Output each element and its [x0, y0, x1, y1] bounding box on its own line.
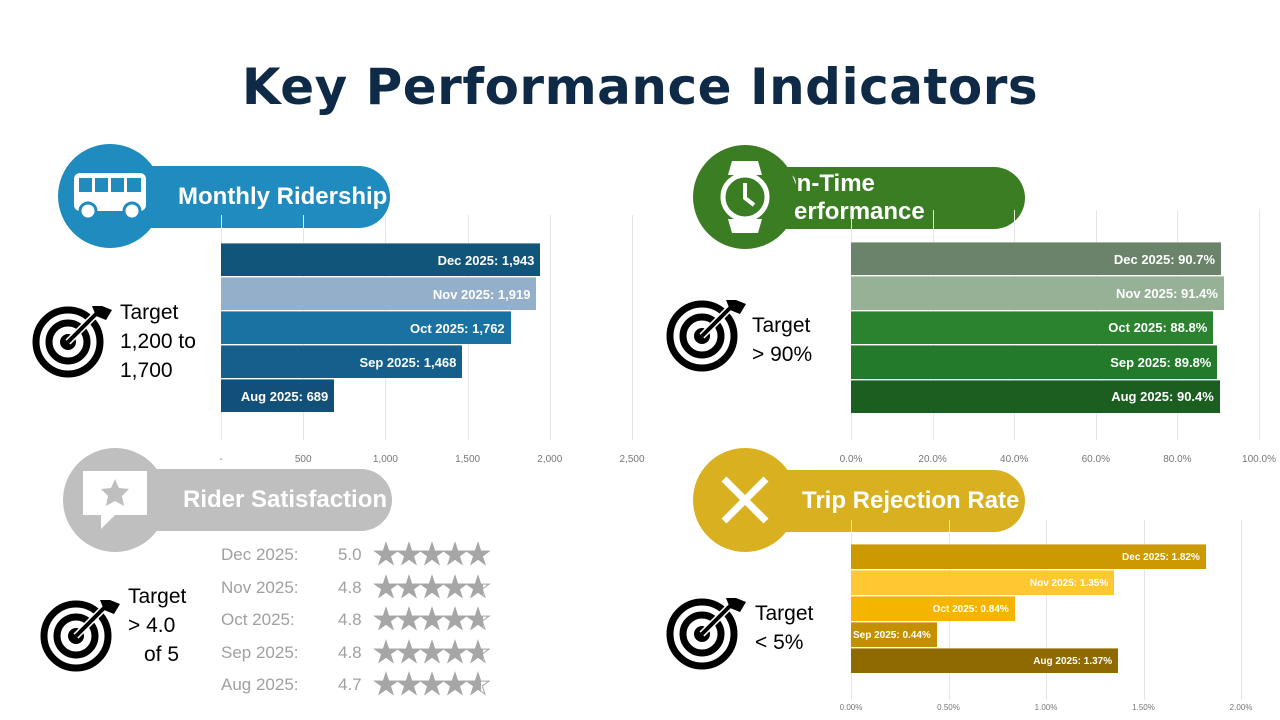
rating-value: 5.0: [338, 545, 362, 564]
x-tick-label: 20.0%: [918, 454, 947, 465]
bar-dec-2025: Dec 2025: 90.7%: [851, 242, 1222, 276]
star-rating-icon: ★★★★★ ★★★★★: [373, 604, 492, 636]
rating-month: Sep 2025:: [221, 642, 299, 662]
bar-aug-2025: Aug 2025: 689: [221, 379, 335, 412]
bar-aug-2025: Aug 2025: 1.37%: [851, 648, 1119, 673]
bar-sep-2025: Sep 2025: 89.8%: [851, 345, 1218, 379]
target-text: > 90%: [752, 343, 813, 366]
bar-oct-2025: Oct 2025: 88.8%: [851, 310, 1214, 345]
x-tick-label: 0.50%: [937, 703, 960, 712]
gridline: [1143, 520, 1145, 700]
rating-row: Nov 2025: 4.8 ★★★★★ ★★★★★: [221, 571, 492, 604]
star-rating-icon: ★★★★★ ★★★★★: [373, 636, 492, 669]
target-text: < 5%: [755, 631, 804, 654]
x-tick-label: 40.0%: [1000, 454, 1029, 465]
target-text: 1,700: [120, 359, 173, 382]
bar-nov-2025: Nov 2025: 1,919: [221, 277, 537, 310]
bar-dec-2025: Dec 2025: 1,943: [221, 243, 541, 276]
star-rating-icon: ★★★★★ ★★★★★: [373, 669, 492, 701]
x-tick-label: 0.0%: [839, 454, 863, 465]
bar-oct-2025: Oct 2025: 0.84%: [851, 596, 1015, 621]
rating-value: 4.8: [338, 577, 362, 597]
x-tick-label: 500: [294, 454, 312, 465]
gridline: [1241, 520, 1242, 700]
bar-sep-2025: Sep 2025: 0.44%: [851, 622, 937, 647]
x-tick-label: 60.0%: [1081, 454, 1110, 465]
rating-row: Sep 2025: 4.8 ★★★★★ ★★★★★: [221, 636, 492, 669]
target-text: Target: [752, 314, 811, 337]
x-tick-label: 2,000: [537, 454, 563, 465]
x-tick-label: 0.00%: [839, 703, 863, 712]
bus-icon: [58, 144, 162, 248]
rating-row: Dec 2025: 5.0 ★★★★★ ★★★★★: [221, 539, 492, 571]
rating-month: Nov 2025:: [221, 577, 299, 597]
rating-value: 4.8: [338, 610, 362, 629]
target-icon: [666, 292, 746, 377]
watch-icon: [693, 145, 797, 249]
x-tick-label: 100.0%: [1242, 454, 1276, 465]
rating-month: Aug 2025:: [221, 675, 299, 694]
x-tick-label: 2,500: [619, 454, 645, 465]
gridline: [1259, 210, 1260, 440]
x-tick-label: 1.50%: [1132, 703, 1155, 712]
page-title: Key Performance Indicators: [241, 58, 1039, 116]
star-rating-icon: ★★★★★ ★★★★★: [373, 571, 492, 604]
x-tick-label: -: [219, 454, 223, 465]
rating-row: Oct 2025: 4.8 ★★★★★ ★★★★★: [221, 604, 492, 636]
rating-month: Oct 2025:: [221, 610, 295, 629]
bar-dec-2025: Dec 2025: 1.82%: [851, 544, 1206, 569]
rating-row: Aug 2025: 4.7 ★★★★★ ★★★★★: [221, 669, 492, 701]
target-text: Target: [120, 301, 179, 324]
target-text: Target: [128, 585, 187, 608]
target-text: > 4.0: [128, 614, 176, 637]
star-rating-icon: ★★★★★ ★★★★★: [373, 539, 492, 571]
rating-value: 4.8: [338, 642, 362, 662]
rating-month: Dec 2025:: [221, 545, 299, 564]
target-text: 1,200 to: [120, 330, 196, 353]
bar-aug-2025: Aug 2025: 90.4%: [851, 379, 1220, 413]
bar-nov-2025: Nov 2025: 91.4%: [851, 276, 1224, 310]
x-tick-label: 2.00%: [1229, 703, 1253, 712]
gridline: [549, 215, 551, 440]
x-tick-label: 1,000: [372, 454, 398, 465]
target-text: of 5: [144, 643, 180, 666]
x-tick-label: 1.00%: [1034, 703, 1058, 712]
bar-nov-2025: Nov 2025: 1.35%: [851, 570, 1115, 595]
target-text: Target: [755, 602, 814, 625]
rating-value: 4.7: [338, 675, 362, 694]
x-tick-label: 1,500: [455, 454, 481, 465]
target-icon: [32, 298, 112, 383]
x-tick-label: 80.0%: [1163, 454, 1192, 465]
bar-sep-2025: Sep 2025: 1,468: [221, 345, 463, 378]
star-speech-bubble-icon: [63, 448, 167, 552]
gridline: [1046, 520, 1047, 700]
bar-oct-2025: Oct 2025: 1,762: [221, 311, 511, 344]
gridline: [632, 215, 633, 440]
x-icon: [693, 448, 797, 552]
target-icon: [666, 590, 746, 675]
target-icon: [40, 592, 120, 677]
